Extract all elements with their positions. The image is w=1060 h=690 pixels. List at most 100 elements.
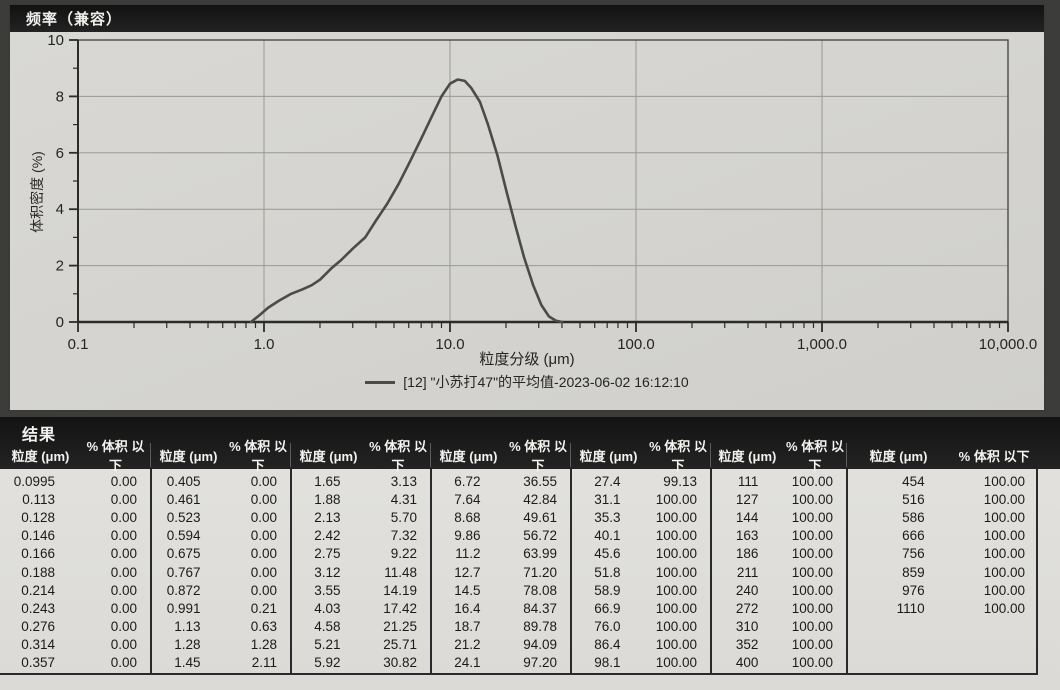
table-row: 2.42 7.32 bbox=[292, 527, 430, 545]
volume-below-value: 36.55 bbox=[523, 473, 557, 489]
table-row: 859 100.00 bbox=[848, 563, 1038, 581]
volume-below-value: 63.99 bbox=[523, 546, 557, 562]
table-column-group: 454 100.00 516 100.00 586 100.00 666 100.00 756 1… bbox=[846, 469, 1038, 673]
volume-below-value: 0.00 bbox=[110, 582, 137, 598]
volume-below-value: 0.00 bbox=[110, 546, 137, 562]
volume-below-value: 4.31 bbox=[390, 491, 417, 507]
table-row: 0.357 0.00 bbox=[0, 654, 150, 672]
y-tick-label: 2 bbox=[56, 258, 64, 275]
table-row: 40.1 100.00 bbox=[572, 527, 710, 545]
volume-below-value: 100.00 bbox=[655, 619, 697, 635]
table-row: 4.58 21.25 bbox=[292, 618, 430, 636]
column-group-header: 粒度 (μm) % 体积 以下 bbox=[0, 439, 150, 473]
volume-below-value: 56.72 bbox=[523, 528, 557, 544]
size-value: 976 bbox=[902, 582, 925, 598]
size-column-header: 粒度 (μm) bbox=[299, 448, 358, 464]
table-row: 76.0 100.00 bbox=[572, 618, 710, 636]
legend-text: [12] "小苏打47"的平均值-2023-06-02 16:12:10 bbox=[403, 374, 689, 390]
table-row: 0.523 0.00 bbox=[152, 508, 290, 526]
size-value: 51.8 bbox=[594, 564, 621, 580]
volume-below-value: 100.00 bbox=[791, 600, 833, 616]
table-row: 0.314 0.00 bbox=[0, 636, 150, 654]
size-value: 1.13 bbox=[174, 619, 201, 635]
size-value: 3.55 bbox=[314, 582, 341, 598]
size-value: 0.767 bbox=[166, 564, 201, 580]
size-value: 516 bbox=[902, 491, 925, 507]
column-group-header: 粒度 (μm) % 体积 以下 bbox=[150, 439, 290, 473]
size-value: 454 bbox=[902, 473, 925, 489]
size-value: 186 bbox=[735, 546, 759, 562]
volume-below-value: 100.00 bbox=[983, 546, 1025, 562]
size-value: 586 bbox=[902, 509, 925, 525]
table-row: 1.65 3.13 bbox=[292, 472, 430, 490]
table-column-group: 1.65 3.13 1.88 4.31 2.13 5.70 2.42 7.32 2.75 9.22… bbox=[290, 469, 430, 673]
size-value: 111 bbox=[737, 473, 759, 489]
size-value: 0.243 bbox=[21, 600, 55, 616]
volume-below-value: 78.08 bbox=[523, 582, 557, 598]
table-row: 1.28 1.28 bbox=[152, 636, 290, 654]
size-value: 1.28 bbox=[174, 637, 201, 653]
size-value: 0.523 bbox=[166, 509, 201, 525]
y-tick-label: 4 bbox=[56, 201, 64, 218]
volume-below-value: 99.13 bbox=[663, 473, 697, 489]
size-value: 2.42 bbox=[314, 528, 341, 544]
table-header-row: 粒度 (μm)% 体积 以下 粒度 (μm)% 体积 以下 粒度 (μm)% 体积 … bbox=[0, 439, 1038, 473]
table-row: 0.461 0.00 bbox=[152, 490, 290, 508]
volume-below-value: 71.20 bbox=[523, 564, 557, 580]
volume-below-value: 100.00 bbox=[655, 509, 697, 525]
volume-below-value: 0.00 bbox=[110, 655, 137, 671]
volume-below-value: 3.13 bbox=[390, 473, 417, 489]
table-row: 98.1 100.00 bbox=[572, 654, 710, 672]
volume-below-value: 100.00 bbox=[655, 600, 697, 616]
size-value: 21.2 bbox=[454, 637, 481, 653]
table-row: 0.214 0.00 bbox=[0, 581, 150, 599]
volume-below-value: 100.00 bbox=[655, 491, 697, 507]
column-group-header: 粒度 (μm) % 体积 以下 bbox=[290, 439, 430, 473]
table-row: 0.594 0.00 bbox=[152, 527, 290, 545]
table-column-group: 111 100.00 127 100.00 144 100.00 163 100.00 186 1… bbox=[710, 469, 846, 673]
column-group-header: 粒度 (μm) % 体积 以下 bbox=[710, 439, 846, 473]
table-row: 240 100.00 bbox=[712, 581, 846, 599]
column-group-header: 粒度 (μm) % 体积 以下 bbox=[570, 439, 710, 473]
size-value: 0.0995 bbox=[13, 473, 55, 489]
volume-below-value: 0.00 bbox=[110, 600, 137, 616]
size-value: 76.0 bbox=[594, 619, 621, 635]
size-value: 0.357 bbox=[21, 655, 55, 671]
size-value: 400 bbox=[735, 655, 759, 671]
volume-below-value: 100.00 bbox=[791, 637, 833, 653]
table-row: 0.146 0.00 bbox=[0, 527, 150, 545]
table-row: 976 100.00 bbox=[848, 581, 1038, 599]
volume-below-value: 30.82 bbox=[383, 655, 417, 671]
size-value: 4.03 bbox=[314, 600, 341, 616]
size-value: 24.1 bbox=[454, 655, 481, 671]
size-value: 5.21 bbox=[314, 637, 341, 653]
table-row: 4.03 17.42 bbox=[292, 599, 430, 617]
size-value: 0.675 bbox=[166, 546, 201, 562]
size-value: 14.5 bbox=[454, 582, 481, 598]
table-row: 12.7 71.20 bbox=[432, 563, 570, 581]
table-row: 352 100.00 bbox=[712, 636, 846, 654]
volume-below-value: 0.21 bbox=[250, 600, 277, 616]
volume-below-value: 0.00 bbox=[250, 582, 277, 598]
table-row: 0.128 0.00 bbox=[0, 508, 150, 526]
table-row: 1.45 2.11 bbox=[152, 654, 290, 672]
size-value: 5.92 bbox=[314, 655, 341, 671]
table-row: 11.2 63.99 bbox=[432, 545, 570, 563]
size-value: 1.88 bbox=[314, 491, 341, 507]
frequency-chart-panel: 频率（兼容） 体积密度 (%) 0.1 1.0 10.0 100.0 1,000.0 10… bbox=[8, 3, 1046, 412]
x-tick-label: 0.1 bbox=[68, 336, 89, 353]
volume-below-value: 0.00 bbox=[110, 564, 137, 580]
table-row: 0.675 0.00 bbox=[152, 545, 290, 563]
volume-below-value: 5.70 bbox=[390, 509, 417, 525]
size-value: 11.2 bbox=[455, 546, 481, 562]
size-value: 6.72 bbox=[454, 473, 481, 489]
table-row: 5.92 30.82 bbox=[292, 654, 430, 672]
table-row: 756 100.00 bbox=[848, 545, 1038, 563]
size-value: 86.4 bbox=[594, 637, 621, 653]
size-value: 240 bbox=[735, 582, 759, 598]
table-column-group: 6.72 36.55 7.64 42.84 8.68 49.61 9.86 56.72 11.2… bbox=[430, 469, 570, 673]
size-value: 163 bbox=[735, 528, 759, 544]
volume-below-value: 11.48 bbox=[384, 564, 417, 580]
size-value: 35.3 bbox=[594, 509, 621, 525]
table-row: 144 100.00 bbox=[712, 508, 846, 526]
